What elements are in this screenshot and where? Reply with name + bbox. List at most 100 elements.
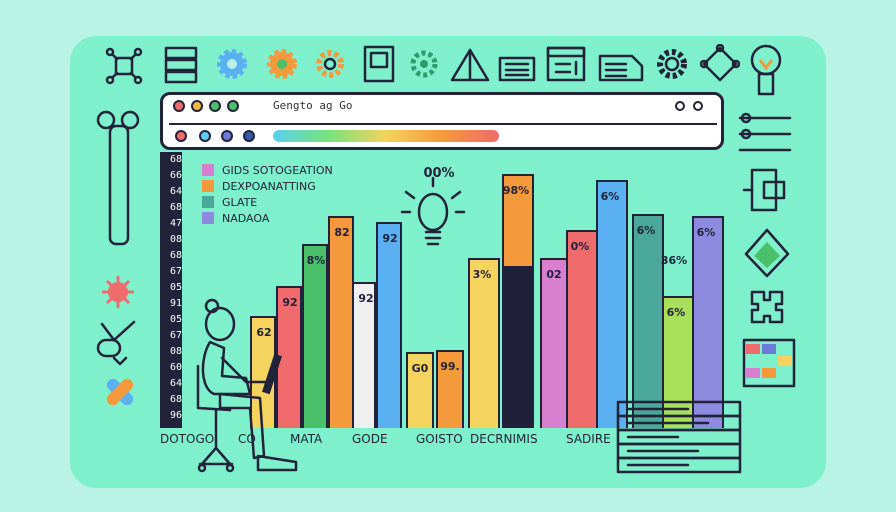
bar-value-label: 3%	[472, 268, 492, 281]
window-extra-dot[interactable]	[227, 100, 239, 112]
gear-outline-icon	[657, 49, 687, 79]
y-axis-tick-label: 68	[169, 202, 182, 213]
y-axis-tick-label: 67	[169, 330, 182, 341]
triangle-network-icon	[744, 228, 790, 278]
bar-value-label: 0%	[570, 240, 590, 253]
gear-orange-icon	[267, 49, 297, 79]
window-min-dot[interactable]	[191, 100, 203, 112]
chart-bar	[406, 352, 434, 428]
legend-item: GLATE	[202, 194, 333, 210]
y-axis	[160, 152, 182, 428]
nav-forward-dot[interactable]	[199, 130, 211, 142]
pen-icon	[96, 110, 140, 246]
nav-back-dot[interactable]	[175, 130, 187, 142]
chart-bar	[352, 282, 376, 428]
y-axis-tick-label: 67	[169, 266, 182, 277]
bar-value-label: 6%	[696, 226, 716, 239]
virus-icon	[102, 276, 134, 308]
legend-label: DEXPOANATTING	[222, 179, 316, 193]
bar-value-label: 6%	[600, 190, 620, 203]
tent-icon	[450, 48, 490, 82]
y-axis-tick-label: 47	[169, 218, 182, 229]
bar-value-label: 92	[358, 292, 374, 305]
bar-value-label: 92	[282, 296, 298, 309]
x-axis-category-label: GOISTO	[416, 432, 463, 446]
sliders-icon	[738, 112, 792, 152]
battery-icon	[742, 168, 786, 212]
legend-swatch	[202, 196, 214, 208]
chart-bar	[632, 214, 664, 428]
legend-label: NADAOA	[222, 211, 270, 225]
nav-reload-dot[interactable]	[221, 130, 233, 142]
y-axis-tick-label: 05	[169, 314, 182, 325]
legend-item: DEXPOANATTING	[202, 178, 333, 194]
chart-bar	[692, 216, 724, 428]
y-axis-tick-label: 91	[169, 298, 182, 309]
document-stack-icon	[498, 56, 536, 82]
chart-bar-segment	[502, 266, 534, 428]
lightbulb-icon	[750, 44, 782, 96]
person-at-laptop-illustration	[196, 298, 298, 473]
notepad-icon	[598, 54, 644, 82]
y-axis-tick-label: 05	[169, 282, 182, 293]
loading-progress-bar	[273, 130, 499, 142]
legend: GIDS SOTOGEATION DEXPOANATTING GLATE NAD…	[202, 162, 333, 226]
diamond-icon	[700, 44, 740, 82]
stacked-cards-icon	[616, 400, 742, 474]
x-axis-category-label: CO	[238, 432, 256, 446]
grid-calendar-icon	[742, 338, 796, 388]
y-axis-tick-label: 68	[169, 250, 182, 261]
y-axis-tick-label: 96	[169, 410, 182, 421]
idea-lightbulb-icon	[400, 176, 466, 246]
bar-value-label: 36%	[660, 254, 688, 267]
y-axis-tick-label: 68	[169, 394, 182, 405]
network-icon	[105, 47, 143, 85]
window-max-dot[interactable]	[209, 100, 221, 112]
chart-bar	[376, 222, 402, 428]
bandage-icon	[106, 378, 134, 406]
chart-bar	[436, 350, 464, 428]
y-axis-tick-label: 60	[169, 362, 182, 373]
annotation-label: 00%	[423, 166, 455, 181]
nav-home-dot[interactable]	[243, 130, 255, 142]
bar-value-label: 99.	[440, 360, 460, 373]
window-title: Gengto ag Go	[273, 99, 353, 112]
chart-bar	[596, 180, 628, 428]
y-axis-tick-label: 64	[169, 186, 182, 197]
sun-gear-icon	[316, 50, 344, 78]
chart-bar	[566, 230, 598, 428]
bar-value-label: 92	[382, 232, 398, 245]
x-axis-category-label: DOTOGO	[160, 432, 215, 446]
legend-swatch	[202, 164, 214, 176]
chart-bar	[302, 244, 328, 428]
checkmark-icon	[96, 320, 136, 366]
x-axis-category-label: GODE	[352, 432, 388, 446]
x-axis-category-label: DECRNIMIS	[470, 432, 538, 446]
x-axis-category-label: SADIRE	[566, 432, 611, 446]
bar-value-label: 62	[256, 326, 272, 339]
legend-label: GLATE	[222, 195, 258, 209]
y-axis-tick-label: 08	[169, 234, 182, 245]
y-axis-tick-label: 66	[169, 170, 182, 181]
browser-window: Gengto ag Go	[160, 92, 724, 150]
legend-swatch	[202, 212, 214, 224]
bar-value-label: 8%	[306, 254, 326, 267]
window-control-2[interactable]	[693, 101, 703, 111]
y-axis-tick-label: 68	[169, 154, 182, 165]
window-icon	[546, 46, 586, 82]
leaf-gear-icon	[410, 50, 438, 78]
gear-icon	[217, 49, 247, 79]
y-axis-tick-label: 64	[169, 378, 182, 389]
layers-icon	[164, 46, 198, 84]
window-control-1[interactable]	[675, 101, 685, 111]
legend-swatch	[202, 180, 214, 192]
window-close-dot[interactable]	[173, 100, 185, 112]
chart-bar	[468, 258, 500, 428]
y-axis-tick-label: 08	[169, 346, 182, 357]
address-bar[interactable]	[169, 123, 717, 143]
bar-value-label: 98%	[502, 184, 530, 197]
puzzle-icon	[750, 290, 784, 324]
chart-bar	[328, 216, 354, 428]
bar-value-label: 6%	[666, 306, 686, 319]
bar-value-label: 6%	[636, 224, 656, 237]
